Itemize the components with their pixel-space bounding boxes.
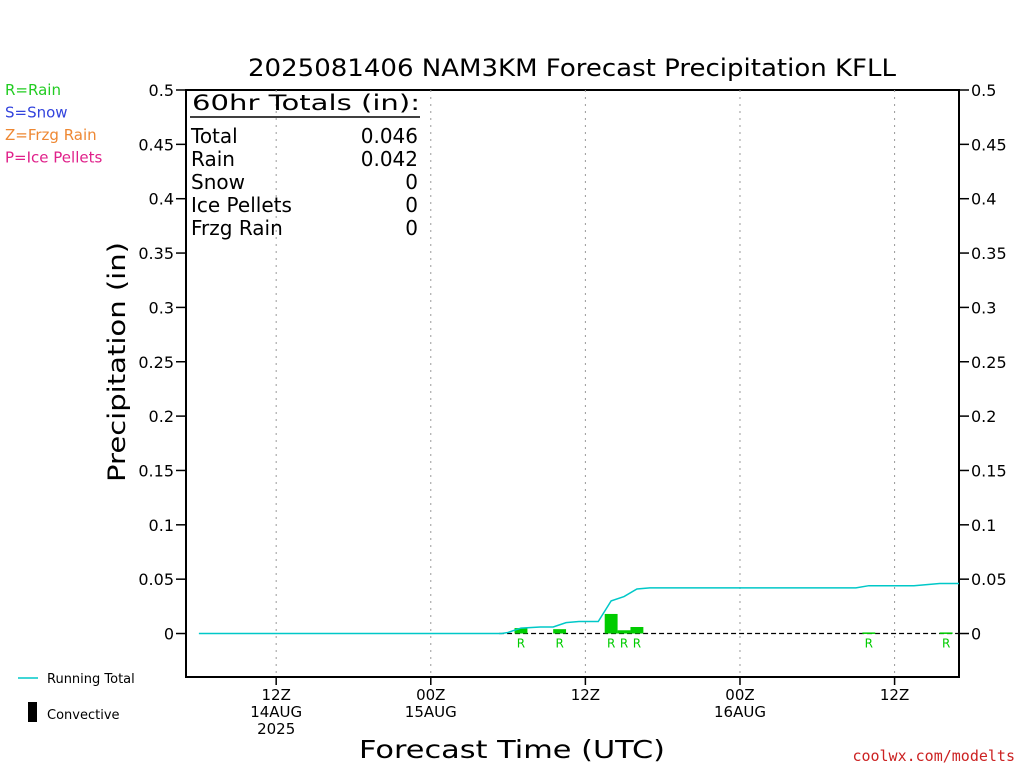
- y-tick-label-right: 0.4: [971, 190, 996, 209]
- rain-bar: [604, 613, 618, 634]
- y-tick-label-left: 0.5: [149, 81, 174, 100]
- precip-type-legend-item: Z=Frzg Rain: [5, 126, 97, 144]
- totals-row-label: Total: [190, 124, 238, 148]
- rain-bar: [553, 629, 567, 634]
- rain-bar: [617, 630, 631, 634]
- precip-type-legend-item: S=Snow: [5, 104, 68, 122]
- y-tick-label-right: 0.35: [971, 244, 1007, 263]
- running-total-line-group: [198, 582, 959, 635]
- rain-bar-label: R: [517, 637, 525, 651]
- rain-bar-label: R: [633, 637, 641, 651]
- y-axis-ticks: 0 00.05 0.050.1 0.10.15 0.150.2 0.20.25 0.250.…: [138, 81, 1006, 644]
- x-tick-label: 2025: [257, 720, 295, 738]
- y-tick-label-left: 0.3: [149, 298, 174, 317]
- totals-row-label: Frzg Rain: [191, 216, 283, 240]
- y-tick-label-right: 0.05: [971, 570, 1007, 589]
- y-tick-label-left: 0: [164, 625, 174, 644]
- y-tick-label-left: 0.1: [149, 516, 174, 535]
- x-tick-label: 12Z: [571, 686, 600, 704]
- totals-box: 60hr Totals (in): Total 0.046 Rain 0.042 Sno…: [190, 91, 420, 240]
- x-axis-label: Forecast Time (UTC): [359, 735, 665, 764]
- y-tick-label-right: 0: [971, 625, 981, 644]
- totals-row-value: 0: [405, 216, 418, 240]
- y-tick-label-left: 0.05: [138, 570, 174, 589]
- running-total-legend-label: Running Total: [47, 672, 135, 687]
- rain-bar: [630, 626, 644, 634]
- totals-row-value: 0: [405, 193, 418, 217]
- totals-row-label: Snow: [191, 170, 245, 194]
- y-tick-label-right: 0.15: [971, 461, 1007, 480]
- precip-type-legend-item: P=Ice Pellets: [5, 149, 102, 167]
- y-tick-label-right: 0.1: [971, 516, 996, 535]
- y-tick-label-left: 0.35: [138, 244, 174, 263]
- rain-bar-label: R: [942, 637, 950, 651]
- x-tick-label: 12Z: [880, 686, 909, 704]
- y-tick-label-left: 0.2: [149, 407, 174, 426]
- chart-title: 2025081406 NAM3KM Forecast Precipitation…: [248, 54, 897, 82]
- x-tick-label: 15AUG: [405, 703, 457, 721]
- totals-row-value: 0.042: [361, 147, 418, 171]
- grid-lines: [275, 90, 959, 677]
- totals-row-label: Ice Pellets: [191, 193, 292, 217]
- rain-bar-label: R: [607, 637, 615, 651]
- rain-bar: [862, 632, 876, 634]
- credit-text: coolwx.com/modelts: [852, 747, 1015, 765]
- running-total-line: [198, 582, 959, 635]
- rain-bar-label: R: [620, 637, 628, 651]
- rain-bar: [514, 628, 528, 634]
- convective-legend-swatch: [28, 702, 37, 722]
- y-tick-label-right: 0.3: [971, 298, 996, 317]
- precip-type-legend: R=Rain S=Snow Z=Frzg Rain P=Ice Pellets: [5, 81, 102, 167]
- x-tick-label: 00Z: [416, 686, 445, 704]
- y-axis-label: Precipitation (in): [103, 242, 131, 482]
- y-tick-label-right: 0.25: [971, 353, 1007, 372]
- rain-bar: [939, 632, 953, 634]
- y-tick-label-right: 0.45: [971, 135, 1007, 154]
- y-tick-label-right: 0.5: [971, 81, 996, 100]
- totals-row-label: Rain: [191, 147, 235, 171]
- convective-legend-label: Convective: [47, 708, 120, 723]
- x-tick-label: 14AUG: [250, 703, 302, 721]
- y-tick-label-left: 0.15: [138, 461, 174, 480]
- x-tick-label: 16AUG: [714, 703, 766, 721]
- bottom-legend: Running Total Convective: [18, 672, 135, 723]
- totals-row-value: 0.046: [361, 124, 418, 148]
- totals-heading: 60hr Totals (in):: [192, 91, 420, 115]
- plot-frame: [185, 89, 960, 678]
- precip-type-legend-item: R=Rain: [5, 81, 61, 99]
- y-tick-label-left: 0.4: [149, 190, 174, 209]
- x-tick-label: 12Z: [261, 686, 290, 704]
- y-tick-label-left: 0.45: [138, 135, 174, 154]
- y-tick-label-left: 0.25: [138, 353, 174, 372]
- totals-row-value: 0: [405, 170, 418, 194]
- y-tick-label-right: 0.2: [971, 407, 996, 426]
- x-tick-label: 00Z: [725, 686, 754, 704]
- rain-bar-label: R: [555, 637, 563, 651]
- rain-bar-label: R: [865, 637, 873, 651]
